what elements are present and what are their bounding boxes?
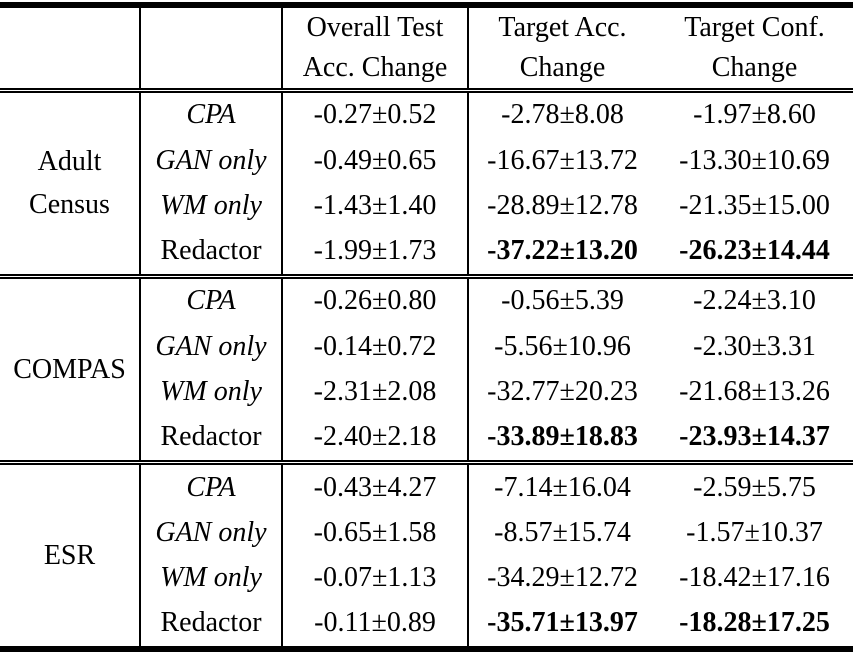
header-row: Overall Test Acc. Change Target Acc. Cha… [0, 5, 853, 90]
table-row: COMPAS CPA -0.26±0.80 -0.56±5.39 -2.24±3… [0, 276, 853, 463]
table-row: WM only -1.43±1.40 -28.89±12.78 -21.35±1… [0, 183, 853, 229]
value-cell: -16.67±13.72 [487, 144, 638, 176]
table-row: GAN only -0.65±1.58 -8.57±15.74 -1.57±10… [0, 510, 853, 556]
header-line: Change [519, 51, 606, 83]
table-row: GAN only -0.14±0.72 -5.56±10.96 -2.30±3.… [0, 324, 853, 370]
value-cell: -1.97±8.60 [693, 99, 816, 131]
value-cell: -0.65±1.58 [282, 510, 469, 556]
method-label: GAN only [140, 324, 283, 370]
value-cell-best: -33.89±18.83 [487, 421, 638, 453]
value-cell: -0.11±0.89 [282, 600, 469, 649]
header-method-blank [140, 5, 283, 90]
header-line: Target Conf. [684, 12, 825, 43]
method-label: CPA [140, 276, 283, 324]
value-cell: -0.26±0.80 [282, 276, 469, 324]
group-adult-census: Adult Census CPA -0.27±0.52 -2.78±8.08 -… [0, 90, 853, 277]
value-cell: -2.30±3.31 [693, 330, 816, 362]
value-cell-best: -37.22±13.20 [487, 235, 638, 267]
value-cell: -2.31±2.08 [282, 369, 469, 415]
dataset-label: Adult Census [0, 90, 141, 277]
table-row: Redactor -2.40±2.18 -33.89±18.83 -23.93±… [0, 414, 853, 463]
header-line: Overall Test [306, 12, 444, 43]
table-row: Redactor -0.11±0.89 -35.71±13.97 -18.28±… [0, 600, 853, 649]
dataset-label: ESR [0, 462, 141, 649]
method-label: CPA [140, 90, 283, 138]
method-label: WM only [140, 369, 283, 415]
table-row: ESR CPA -0.43±4.27 -7.14±16.04 -2.59±5.7… [0, 462, 853, 649]
header-overall-test-acc-change: Overall Test Acc. Change [282, 5, 469, 90]
dataset-label: COMPAS [0, 276, 141, 463]
method-label: Redactor [140, 600, 283, 649]
value-cell: -34.29±12.72 [487, 562, 638, 594]
header-line: Change [711, 51, 798, 83]
value-cell: -0.27±0.52 [282, 90, 469, 138]
value-cell: -32.77±20.23 [487, 375, 638, 407]
table-row: Adult Census CPA -0.27±0.52 -2.78±8.08 -… [0, 90, 853, 277]
header-target-conf-change: Target Conf. Change [656, 5, 853, 90]
group-compas: COMPAS CPA -0.26±0.80 -0.56±5.39 -2.24±3… [0, 276, 853, 463]
header-target-acc-change: Target Acc. Change [468, 5, 656, 90]
value-cell: -2.78±8.08 [501, 99, 624, 131]
value-cell: -2.59±5.75 [693, 471, 816, 503]
value-cell: -21.68±13.26 [679, 375, 830, 407]
table-row: Redactor -1.99±1.73 -37.22±13.20 -26.23±… [0, 228, 853, 277]
value-cell-best: -18.28±17.25 [679, 607, 830, 639]
value-cell: -5.56±10.96 [494, 330, 631, 362]
header-dataset-blank [0, 5, 141, 90]
table-header: Overall Test Acc. Change Target Acc. Cha… [0, 5, 853, 90]
value-cell: -8.57±15.74 [494, 516, 631, 548]
value-cell: -0.56±5.39 [501, 285, 624, 317]
value-cell-best: -26.23±14.44 [679, 235, 830, 267]
header-line: Target Acc. [498, 12, 627, 43]
method-label: Redactor [140, 228, 283, 277]
table-row: GAN only -0.49±0.65 -16.67±13.72 -13.30±… [0, 137, 853, 184]
value-cell: -2.24±3.10 [693, 285, 816, 317]
method-label: Redactor [140, 414, 283, 463]
method-label: CPA [140, 462, 283, 511]
value-cell: -1.43±1.40 [282, 183, 469, 229]
value-cell: -7.14±16.04 [494, 471, 631, 503]
table-row: WM only -0.07±1.13 -34.29±12.72 -18.42±1… [0, 555, 853, 601]
value-cell: -0.14±0.72 [282, 324, 469, 370]
value-cell: -1.99±1.73 [282, 228, 469, 277]
method-label: GAN only [140, 510, 283, 556]
value-cell: -1.57±10.37 [686, 516, 823, 548]
value-cell: -0.43±4.27 [282, 462, 469, 511]
value-cell: -18.42±17.16 [679, 562, 830, 594]
value-cell: -2.40±2.18 [282, 414, 469, 463]
table-row: WM only -2.31±2.08 -32.77±20.23 -21.68±1… [0, 369, 853, 415]
header-line: Acc. Change [302, 51, 448, 83]
value-cell-best: -23.93±14.37 [679, 421, 830, 453]
method-label: WM only [140, 555, 283, 601]
method-label: GAN only [140, 137, 283, 184]
value-cell: -28.89±12.78 [487, 189, 638, 221]
group-esr: ESR CPA -0.43±4.27 -7.14±16.04 -2.59±5.7… [0, 462, 853, 649]
method-label: WM only [140, 183, 283, 229]
value-cell: -0.49±0.65 [282, 137, 469, 184]
value-cell-best: -35.71±13.97 [487, 607, 638, 639]
value-cell: -0.07±1.13 [282, 555, 469, 601]
value-cell: -13.30±10.69 [679, 144, 830, 176]
value-cell: -21.35±15.00 [679, 189, 830, 221]
